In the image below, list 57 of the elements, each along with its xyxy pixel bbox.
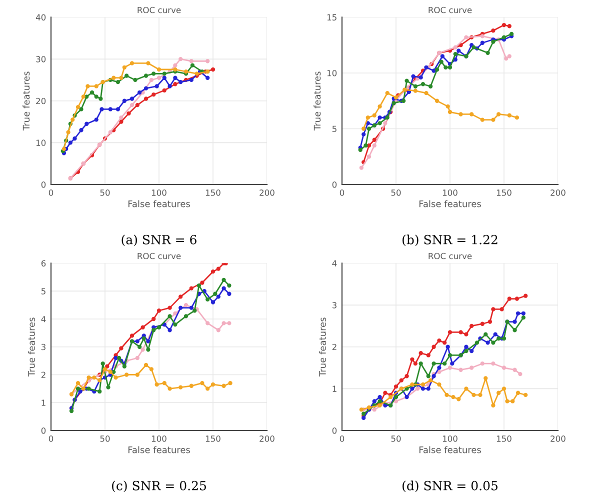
y-tick-label: 10 <box>36 140 46 146</box>
x-tick-label: 200 <box>550 436 566 442</box>
x-tick-label: 50 <box>391 436 401 442</box>
chart-title: ROC curve <box>138 252 181 260</box>
y-tick-label: 3 <box>41 344 46 350</box>
y-tick-label: 20 <box>36 98 46 104</box>
y-axis-title: True features <box>22 72 30 131</box>
y-tick-label: 6 <box>41 260 46 267</box>
y-axis-title: True features <box>314 72 321 131</box>
y-tick-label: 4 <box>41 316 46 322</box>
y-tick-label: 3 <box>332 302 336 308</box>
y-tick-label: 2 <box>332 344 336 350</box>
text: (a) SNR = 6 <box>122 234 196 246</box>
chart-title: ROC curve <box>138 6 181 14</box>
x-tick-label: 50 <box>100 190 110 196</box>
x-tick-label: 100 <box>152 190 166 196</box>
x-tick-label: 100 <box>442 436 458 442</box>
x-tick-label: 0 <box>340 190 344 196</box>
x-tick-label: 100 <box>152 436 166 442</box>
y-tick-label: 0 <box>332 427 337 434</box>
y-tick-label: 40 <box>36 14 46 21</box>
x-tick-label: 50 <box>391 190 401 196</box>
y-tick-label: 10 <box>327 70 337 76</box>
text: (b) SNR = 1.22 <box>402 234 498 246</box>
y-tick-label: 5 <box>332 126 336 132</box>
x-axis-title: False features <box>419 446 481 454</box>
x-tick-label: 50 <box>100 436 110 442</box>
y-tick-label: 5 <box>41 288 46 294</box>
y-tick-label: 2 <box>41 372 46 378</box>
x-tick-label: 0 <box>48 190 54 196</box>
y-tick-label: 0 <box>41 427 46 434</box>
y-axis-title: True features <box>318 318 326 377</box>
x-axis-title: False features <box>419 200 481 208</box>
y-tick-label: 15 <box>327 14 336 21</box>
x-tick-label: 100 <box>442 190 458 196</box>
x-tick-label: 150 <box>206 190 220 196</box>
x-axis-title: False features <box>128 446 190 454</box>
x-tick-label: 0 <box>48 436 54 442</box>
x-tick-label: 200 <box>260 436 274 442</box>
x-axis-title: False features <box>128 200 190 208</box>
y-tick-label: 30 <box>36 56 46 62</box>
y-tick-label: 1 <box>42 400 46 406</box>
text: (d) SNR = 0.05 <box>402 480 498 492</box>
x-tick-label: 0 <box>340 436 344 442</box>
x-tick-label: 150 <box>496 436 512 442</box>
chart-title: ROC curve <box>428 252 472 260</box>
chart-title: ROC curve <box>428 6 472 14</box>
y-axis-title: True features <box>28 318 35 377</box>
y-tick-label: 0 <box>332 181 337 188</box>
text: (c) SNR = 0.25 <box>112 480 206 492</box>
x-tick-label: 200 <box>260 190 274 196</box>
y-tick-label: 0 <box>41 181 46 188</box>
x-tick-label: 200 <box>550 190 566 196</box>
y-tick-label: 4 <box>332 260 337 266</box>
x-tick-label: 150 <box>496 190 512 196</box>
y-tick-label: 1 <box>332 386 336 392</box>
x-tick-label: 150 <box>206 436 220 442</box>
